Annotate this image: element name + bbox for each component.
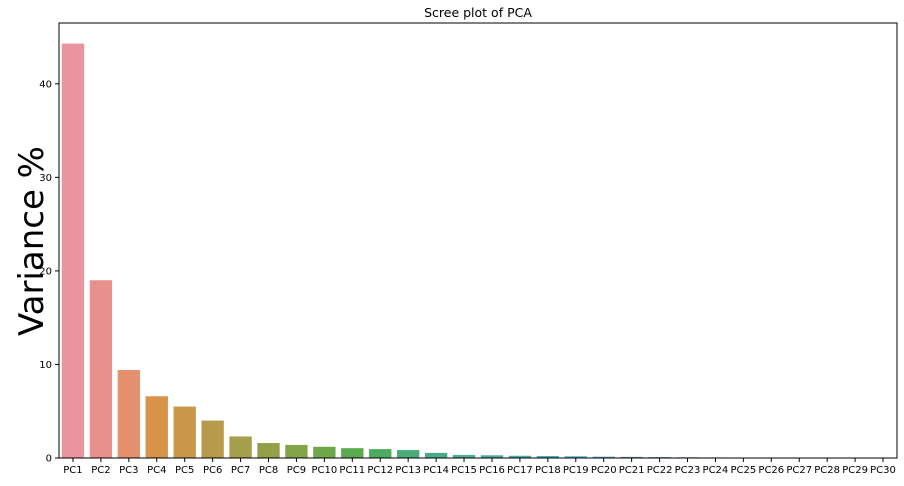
y-tick-label: 40: [39, 79, 52, 90]
bar-pc14: [425, 453, 447, 458]
x-tick-label: PC4: [147, 465, 166, 476]
bar-pc8: [257, 443, 279, 458]
chart-title: Scree plot of PCA: [424, 5, 532, 20]
bar-pc5: [174, 407, 196, 458]
x-tick-label: PC6: [203, 465, 222, 476]
x-tick-label: PC25: [730, 465, 756, 476]
bar-pc1: [62, 44, 84, 458]
x-tick-label: PC19: [563, 465, 589, 476]
bar-pc3: [118, 370, 140, 458]
y-tick-label: 20: [39, 266, 52, 277]
x-tick-label: PC22: [647, 465, 673, 476]
bar-pc9: [285, 445, 307, 458]
x-tick-label: PC1: [63, 465, 82, 476]
x-tick-label: PC21: [619, 465, 645, 476]
x-tick-label: PC10: [311, 465, 337, 476]
bars-group: [62, 44, 894, 458]
x-tick-label: PC26: [758, 465, 784, 476]
y-tick-label: 0: [46, 454, 52, 465]
x-tick-label: PC3: [119, 465, 138, 476]
x-tick-label: PC28: [814, 465, 840, 476]
x-tick-label: PC2: [91, 465, 110, 476]
x-tick-label: PC24: [703, 465, 729, 476]
x-tick-label: PC29: [842, 465, 868, 476]
bar-pc10: [313, 447, 335, 458]
x-tick-label: PC9: [287, 465, 306, 476]
x-tick-label: PC30: [870, 465, 896, 476]
bar-pc6: [201, 421, 223, 458]
y-axis: 0 10 20 30 40: [39, 79, 59, 464]
x-tick-label: PC17: [507, 465, 533, 476]
x-tick-label: PC20: [591, 465, 617, 476]
bar-pc12: [369, 449, 391, 458]
y-tick-label: 10: [39, 360, 52, 371]
x-tick-label: PC27: [786, 465, 812, 476]
x-tick-label: PC16: [479, 465, 505, 476]
bar-pc13: [397, 450, 419, 458]
bar-pc11: [341, 448, 363, 458]
bar-pc4: [146, 396, 168, 458]
plot-frame: [59, 23, 897, 458]
bar-pc7: [229, 436, 251, 458]
x-tick-label: PC15: [451, 465, 477, 476]
x-tick-label: PC18: [535, 465, 561, 476]
x-tick-label: PC5: [175, 465, 194, 476]
x-tick-label: PC13: [395, 465, 421, 476]
x-tick-label: PC11: [339, 465, 365, 476]
bar-pc2: [90, 280, 112, 458]
x-tick-label: PC23: [675, 465, 701, 476]
x-tick-label: PC7: [231, 465, 250, 476]
x-tick-label: PC12: [367, 465, 393, 476]
x-tick-label: PC8: [259, 465, 278, 476]
x-tick-label: PC14: [423, 465, 449, 476]
y-tick-label: 30: [39, 173, 52, 184]
